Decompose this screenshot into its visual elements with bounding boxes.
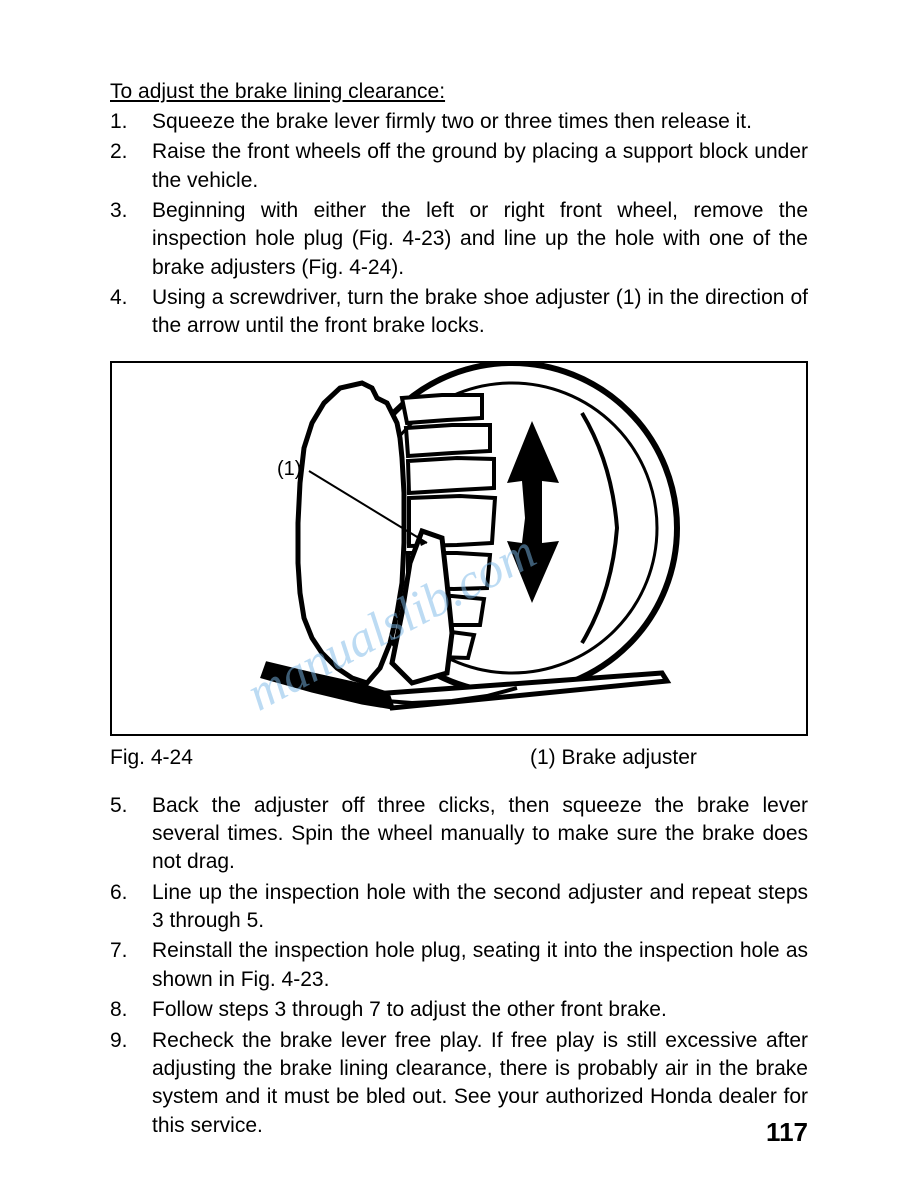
- caption-figure-number: Fig. 4-24: [110, 746, 530, 770]
- steps-list-top: 1. Squeeze the brake lever firmly two or…: [110, 108, 808, 341]
- figure-caption: Fig. 4-24 (1) Brake adjuster: [110, 746, 808, 770]
- step-item: 9. Recheck the brake lever free play. If…: [110, 1027, 808, 1140]
- step-text: Using a screwdriver, turn the brake shoe…: [152, 284, 808, 341]
- step-number: 3.: [110, 197, 152, 282]
- step-item: 2. Raise the front wheels off the ground…: [110, 138, 808, 195]
- step-item: 7. Reinstall the inspection hole plug, s…: [110, 937, 808, 994]
- step-text: Recheck the brake lever free play. If fr…: [152, 1027, 808, 1140]
- page-number: 117: [766, 1117, 808, 1148]
- section-title: To adjust the brake lining clearance:: [110, 80, 808, 104]
- step-number: 5.: [110, 792, 152, 877]
- step-text: Line up the inspection hole with the sec…: [152, 879, 808, 936]
- step-item: 5. Back the adjuster off three clicks, t…: [110, 792, 808, 877]
- brake-adjuster-diagram: [112, 363, 806, 734]
- step-number: 9.: [110, 1027, 152, 1140]
- steps-list-bottom: 5. Back the adjuster off three clicks, t…: [110, 792, 808, 1140]
- step-item: 4. Using a screwdriver, turn the brake s…: [110, 284, 808, 341]
- step-item: 3. Beginning with either the left or rig…: [110, 197, 808, 282]
- caption-part-label: (1) Brake adjuster: [530, 746, 808, 770]
- step-text: Reinstall the inspection hole plug, seat…: [152, 937, 808, 994]
- step-item: 8. Follow steps 3 through 7 to adjust th…: [110, 996, 808, 1024]
- step-text: Raise the front wheels off the ground by…: [152, 138, 808, 195]
- step-text: Squeeze the brake lever firmly two or th…: [152, 108, 808, 136]
- step-number: 8.: [110, 996, 152, 1024]
- step-text: Beginning with either the left or right …: [152, 197, 808, 282]
- step-number: 1.: [110, 108, 152, 136]
- step-text: Follow steps 3 through 7 to adjust the o…: [152, 996, 808, 1024]
- step-number: 6.: [110, 879, 152, 936]
- step-number: 4.: [110, 284, 152, 341]
- step-item: 1. Squeeze the brake lever firmly two or…: [110, 108, 808, 136]
- callout-label: (1): [277, 458, 301, 481]
- step-number: 2.: [110, 138, 152, 195]
- step-text: Back the adjuster off three clicks, then…: [152, 792, 808, 877]
- step-number: 7.: [110, 937, 152, 994]
- figure-4-24: manualslib.com (1): [110, 361, 808, 736]
- step-item: 6. Line up the inspection hole with the …: [110, 879, 808, 936]
